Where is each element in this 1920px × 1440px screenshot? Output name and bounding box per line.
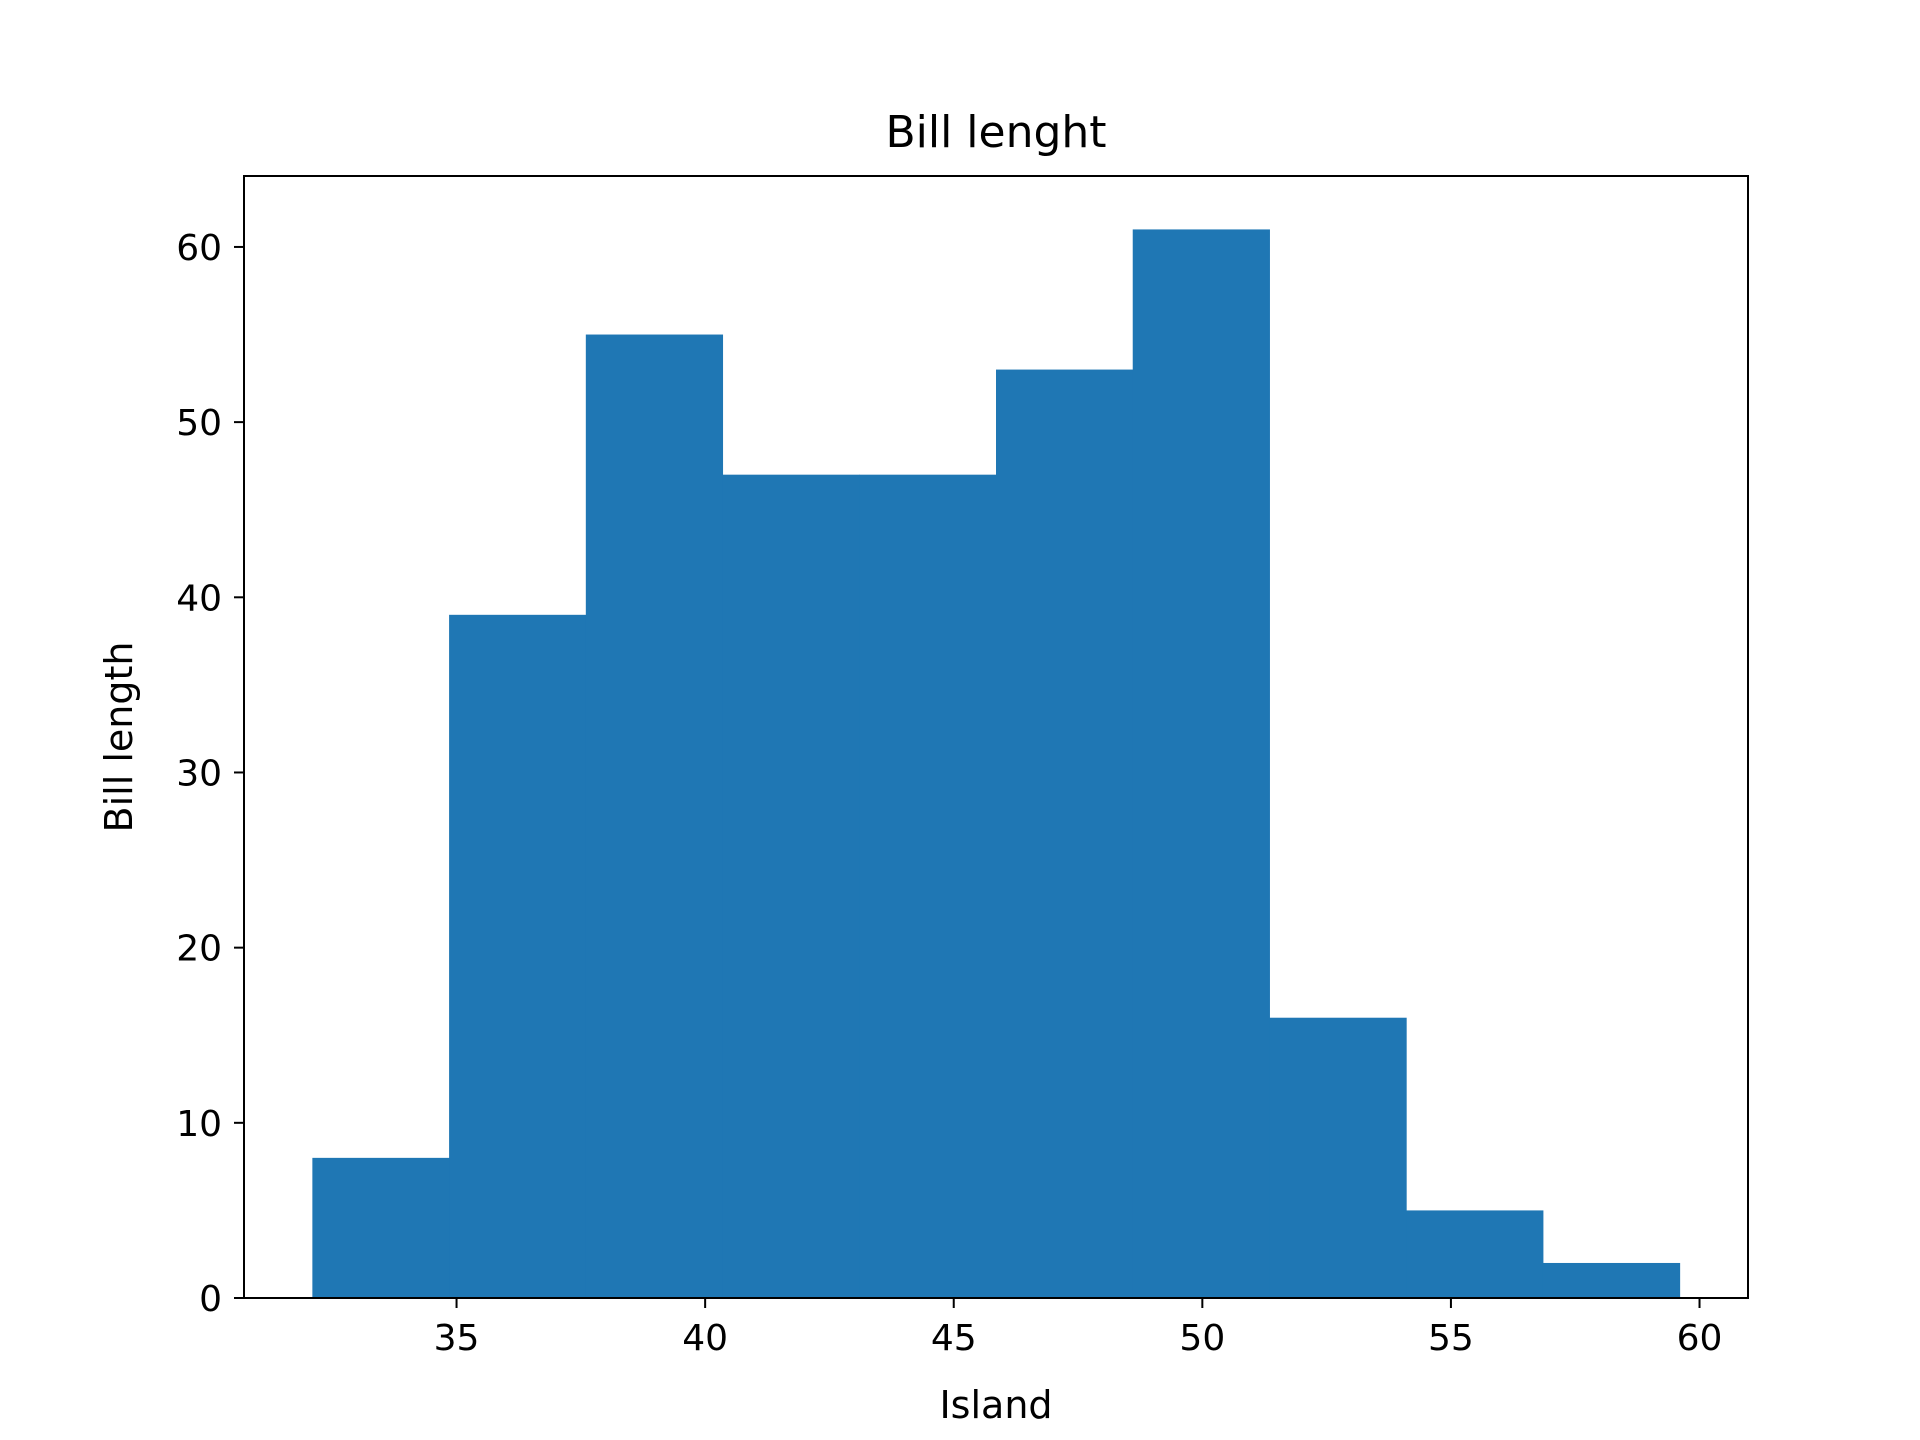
- histogram-bar: [996, 369, 1134, 1298]
- bars-group: [312, 229, 1681, 1299]
- plot-frame: [243, 175, 1749, 1299]
- y-tick-label: 30: [176, 753, 222, 794]
- histogram-bar: [1269, 1017, 1407, 1298]
- x-tick-label: 35: [434, 1318, 480, 1359]
- y-tick-label: 10: [176, 1104, 222, 1145]
- x-axis: 35 40 45 50 55 60: [434, 1298, 1723, 1359]
- histogram-bar: [1542, 1262, 1681, 1298]
- y-tick-label: 50: [176, 403, 222, 444]
- y-axis-label: Bill length: [97, 642, 141, 833]
- histogram-bar: [722, 474, 860, 1299]
- histogram-bar: [585, 334, 724, 1299]
- histogram-bar: [859, 474, 997, 1299]
- y-tick-label: 20: [176, 929, 222, 970]
- chart-title: Bill lenght: [885, 107, 1106, 158]
- x-tick-label: 45: [931, 1318, 977, 1359]
- x-axis-label: Island: [939, 1383, 1052, 1427]
- histogram-bar: [1132, 229, 1270, 1298]
- histogram-bar: [1406, 1210, 1544, 1298]
- x-tick-label: 60: [1677, 1318, 1723, 1359]
- x-tick-label: 55: [1428, 1318, 1474, 1359]
- x-tick-label: 40: [682, 1318, 728, 1359]
- histogram-bar: [449, 614, 587, 1298]
- y-tick-label: 0: [199, 1279, 222, 1320]
- y-axis: 0 10 20 30 40 50 60: [176, 228, 244, 1320]
- y-tick-label: 60: [176, 228, 222, 269]
- y-tick-label: 40: [176, 578, 222, 619]
- x-tick-label: 50: [1179, 1318, 1225, 1359]
- histogram-bar: [312, 1157, 450, 1298]
